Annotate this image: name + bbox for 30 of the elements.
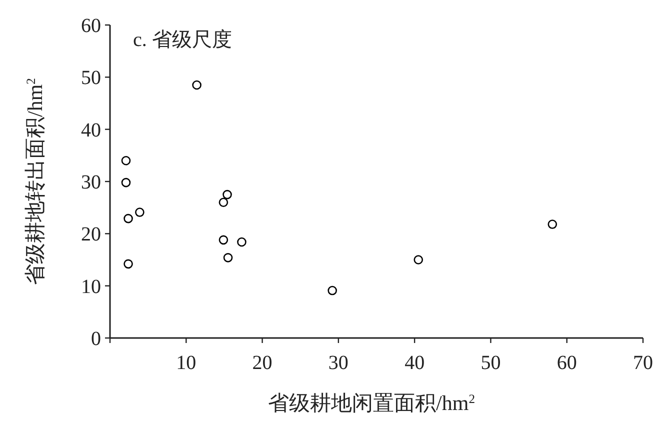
y-tick-label: 20: [81, 224, 101, 246]
x-axis-title: 省级耕地闲置面积/hm$^{2}$: [268, 391, 475, 415]
point: [124, 214, 133, 224]
point: [223, 253, 233, 262]
x-tick-label: 50: [480, 352, 501, 374]
point: [124, 259, 133, 269]
point: [121, 156, 131, 166]
point: [414, 255, 424, 264]
point: [192, 80, 202, 90]
point: [237, 237, 246, 247]
y-tick-label: 50: [81, 67, 101, 90]
y-tick-label: 40: [81, 119, 101, 142]
x-tick-label: 70: [633, 352, 653, 374]
point: [218, 198, 228, 208]
x-tick-label: 10: [176, 352, 196, 374]
point: [218, 235, 228, 245]
point: [328, 286, 337, 296]
x-tick-label: 40: [404, 352, 425, 374]
point: [222, 190, 232, 200]
x-tick-label: 30: [328, 352, 348, 374]
x-tick-label: 20: [252, 352, 272, 374]
x-tick-label: 60: [556, 352, 577, 374]
y-tick-label: 0: [91, 328, 101, 350]
point: [135, 208, 144, 217]
point: [548, 220, 558, 229]
y-tick-label: 30: [81, 172, 101, 194]
y-tick-label: 10: [81, 276, 101, 298]
point: [121, 178, 131, 188]
chart-title: c. 省级尺度: [133, 29, 232, 51]
y-tick-label: 60: [81, 15, 101, 37]
